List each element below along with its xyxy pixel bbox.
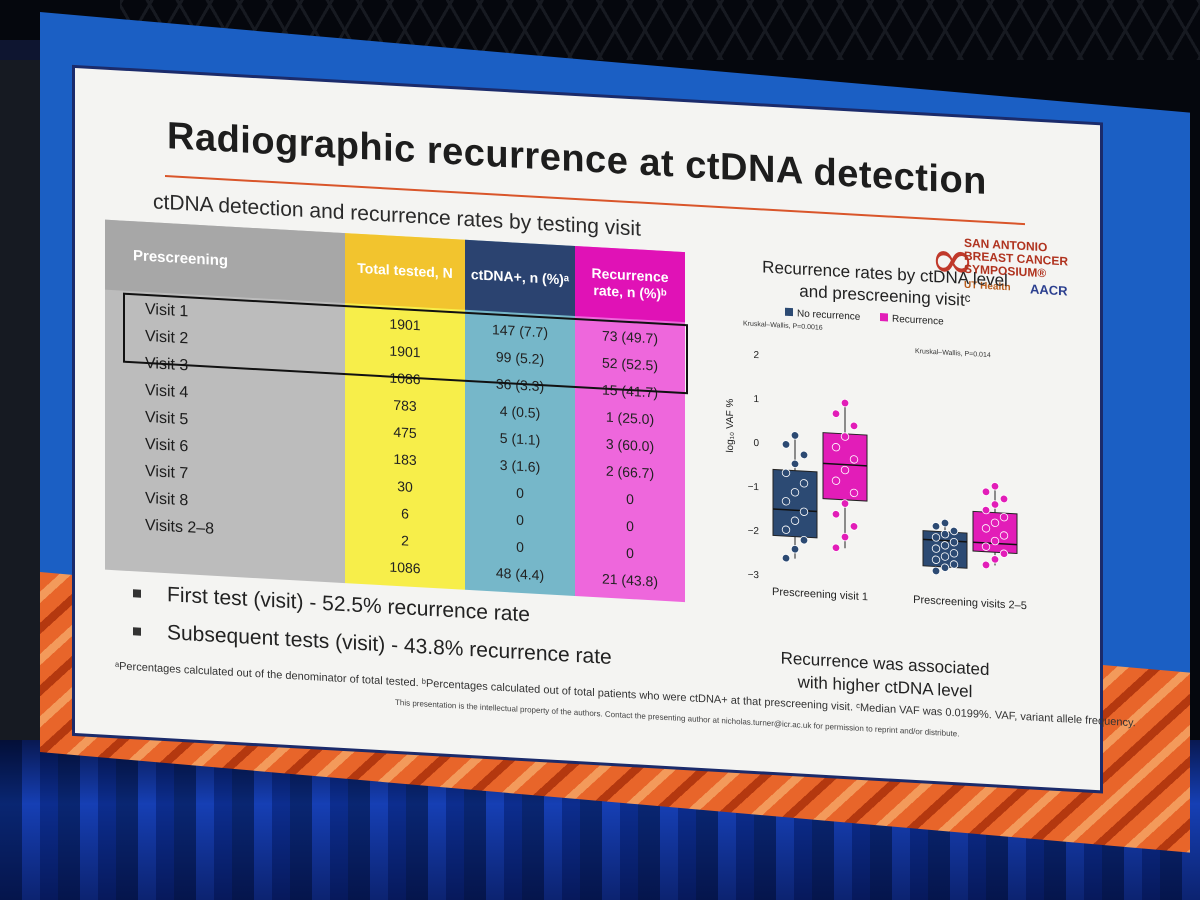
data-point (781, 497, 791, 506)
y-tick-label: −1 (748, 482, 760, 494)
data-point (949, 549, 959, 558)
data-point (949, 526, 959, 536)
box-plot: No recurrence Recurrence Kruskal–Wallis,… (725, 307, 1027, 612)
data-point (981, 542, 991, 551)
data-point (790, 544, 800, 554)
data-point (790, 459, 800, 469)
data-point (840, 398, 850, 408)
median-line (923, 538, 967, 543)
header-total-tested: Total tested, N (345, 233, 465, 310)
data-point (990, 536, 1000, 546)
data-point (990, 500, 1000, 509)
legend-no-recurrence: No recurrence (797, 308, 861, 323)
data-point (790, 431, 800, 440)
x-label-visits2-5: Prescreening visits 2–5 (913, 594, 1027, 612)
data-point (940, 530, 950, 539)
box-recurrence-1 (822, 398, 868, 552)
data-point (781, 468, 791, 478)
data-point (849, 488, 859, 498)
slide-title: Radiographic recurrence at ctDNA detecti… (167, 115, 987, 203)
legend-swatch-recurrence (880, 313, 888, 322)
data-point (849, 522, 859, 531)
data-point (831, 510, 841, 519)
data-point (790, 516, 800, 525)
data-point (840, 432, 850, 441)
data-point (840, 532, 850, 542)
data-point (781, 525, 791, 534)
data-point (831, 409, 841, 418)
kruskal-wallis-visit1: Kruskal–Wallis, P=0.0016 (743, 320, 823, 331)
x-label-visit1: Prescreening visit 1 (772, 586, 868, 603)
data-point (999, 512, 1009, 522)
data-point (799, 535, 809, 545)
recurrence-table: Prescreening Total tested, N ctDNA+, n (… (105, 219, 688, 603)
data-point (831, 476, 841, 485)
data-point (849, 421, 859, 431)
box-no-recurrence-2 (922, 518, 968, 576)
kruskal-wallis-visits2-5: Kruskal–Wallis, P=0.014 (915, 348, 991, 359)
presentation-slide: Radiographic recurrence at ctDNA detecti… (75, 68, 1136, 791)
box-body (972, 510, 1018, 554)
median-line (773, 508, 817, 513)
data-point (981, 524, 991, 533)
y-tick-label: 1 (753, 394, 759, 405)
data-point (849, 455, 859, 464)
data-point (981, 487, 991, 497)
data-point (990, 555, 1000, 564)
data-point (831, 443, 841, 452)
box-plot-panel: Recurrence rates by ctDNA level and pres… (715, 254, 1075, 714)
data-point (940, 563, 950, 572)
data-point (781, 553, 791, 563)
y-tick-label: 2 (753, 350, 759, 361)
box-body (772, 468, 818, 539)
data-point (981, 505, 991, 515)
data-point (949, 560, 959, 569)
data-point (999, 531, 1009, 540)
data-point (799, 479, 809, 488)
data-point (931, 533, 941, 542)
y-tick-label: 0 (753, 438, 759, 449)
data-point (999, 494, 1009, 504)
data-point (931, 566, 941, 576)
box-no-recurrence-1 (772, 431, 818, 563)
data-point (840, 499, 850, 508)
median-line (823, 462, 867, 467)
y-tick-label: −2 (748, 526, 760, 538)
legend-swatch-no-recurrence (785, 307, 793, 317)
data-point (790, 488, 800, 497)
header-ctdna: ctDNA+, n (%)ᵃ (465, 239, 575, 316)
y-axis-label: log₁₀ VAF % (725, 398, 736, 453)
legend-recurrence: Recurrence (892, 314, 944, 328)
data-point (931, 544, 941, 553)
data-point (990, 482, 1000, 491)
data-point (840, 465, 850, 475)
data-point (940, 518, 950, 528)
data-point (931, 555, 941, 564)
header-prescreening: Prescreening (105, 219, 345, 304)
data-point (831, 543, 841, 552)
data-point (949, 537, 959, 547)
data-point (981, 560, 991, 570)
data-point (781, 440, 791, 449)
header-recurrence: Recurrence rate, n (%)ᵇ (575, 245, 685, 323)
data-point (990, 518, 1000, 527)
data-point (931, 522, 941, 531)
data-point (799, 450, 809, 460)
data-point (799, 507, 809, 516)
data-point (940, 552, 950, 561)
data-point (999, 549, 1009, 558)
y-tick-label: −3 (748, 570, 760, 582)
data-point (940, 541, 950, 550)
box-recurrence-2 (972, 482, 1018, 570)
